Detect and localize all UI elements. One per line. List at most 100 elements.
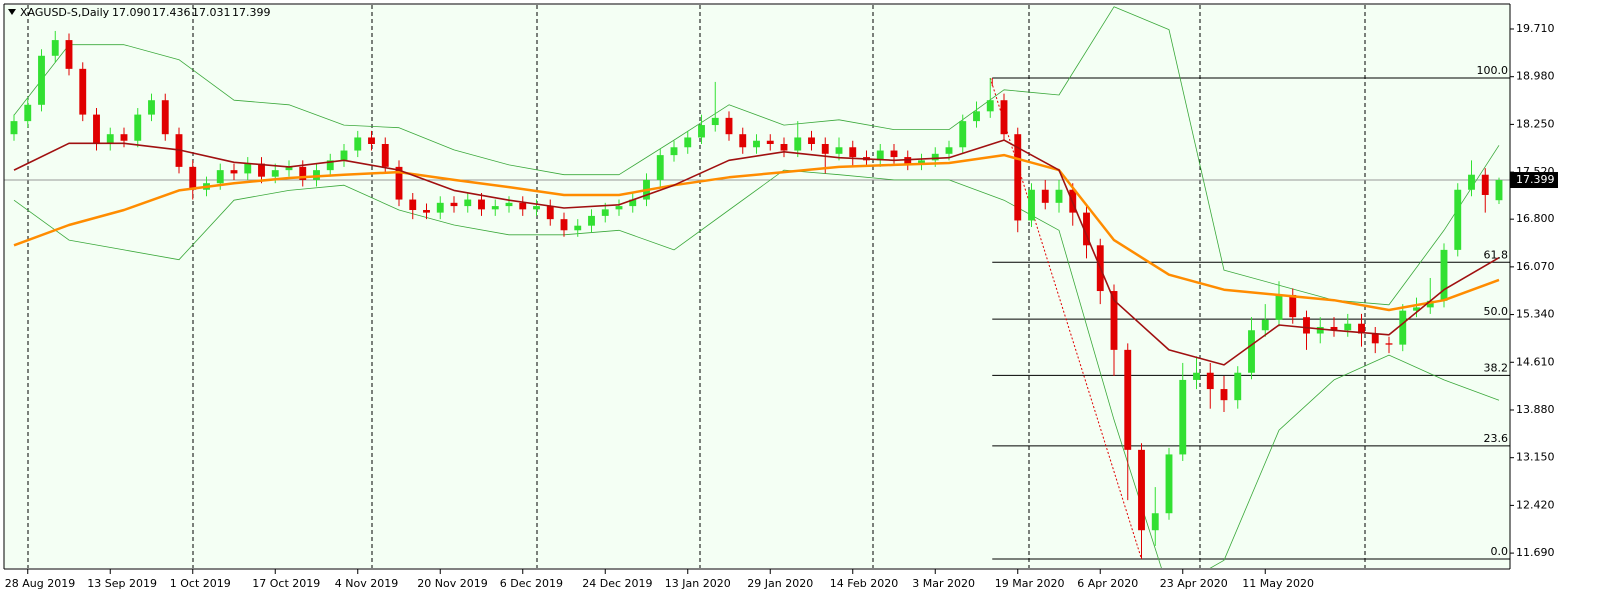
candle-body bbox=[1028, 189, 1035, 221]
candle-body bbox=[876, 150, 884, 161]
candle-body bbox=[354, 137, 362, 151]
fib-label: 50.0 bbox=[1484, 305, 1509, 318]
ohlc-high: 17.436 bbox=[152, 6, 191, 19]
candle-body bbox=[1055, 189, 1063, 203]
candle-body bbox=[711, 117, 719, 126]
x-tick-label: 23 Apr 2020 bbox=[1160, 577, 1228, 590]
candle-body bbox=[629, 199, 637, 207]
candle-body bbox=[450, 202, 458, 207]
candle-body bbox=[588, 215, 595, 226]
candle-body bbox=[1371, 333, 1379, 344]
x-tick-label: 24 Dec 2019 bbox=[582, 577, 652, 590]
candle-body bbox=[959, 121, 967, 148]
fib-label: 0.0 bbox=[1491, 545, 1509, 558]
candle-body bbox=[684, 137, 692, 148]
candle-body bbox=[1289, 294, 1297, 318]
candle-body bbox=[725, 117, 733, 135]
candle-body bbox=[1481, 174, 1489, 195]
candle-body bbox=[1138, 449, 1145, 531]
candle-body bbox=[1248, 330, 1255, 373]
candle-body bbox=[1165, 454, 1173, 514]
candle-body bbox=[313, 170, 320, 180]
candle-body bbox=[38, 55, 45, 105]
indicator-line bbox=[13, 6, 1500, 306]
y-tick-label: 18.980 bbox=[1516, 70, 1555, 83]
candle-body bbox=[546, 206, 554, 220]
candle-body bbox=[973, 111, 980, 122]
candle-body bbox=[1124, 349, 1132, 450]
candle-body bbox=[65, 40, 73, 69]
candle-body bbox=[1316, 326, 1324, 334]
candle-body bbox=[106, 134, 114, 145]
x-tick-label: 13 Sep 2019 bbox=[87, 577, 157, 590]
fib-label: 23.6 bbox=[1484, 432, 1509, 445]
candle-body bbox=[1330, 326, 1338, 331]
fib-label: 100.0 bbox=[1477, 64, 1509, 77]
candle-body bbox=[134, 114, 142, 141]
candle-body bbox=[79, 68, 87, 115]
candle-body bbox=[560, 219, 568, 231]
ohlc-low: 17.031 bbox=[192, 6, 231, 19]
candle-body bbox=[299, 166, 307, 180]
candle-body bbox=[1110, 291, 1118, 350]
candle-body bbox=[93, 114, 100, 145]
candle-body bbox=[478, 199, 485, 210]
candle-body bbox=[230, 170, 238, 174]
candle-body bbox=[381, 144, 389, 167]
candle-body bbox=[161, 100, 169, 135]
candle-body bbox=[1275, 294, 1283, 320]
candle-body bbox=[670, 147, 678, 156]
candle-body bbox=[464, 199, 472, 207]
x-tick-label: 6 Dec 2019 bbox=[500, 577, 563, 590]
candle-body bbox=[1344, 323, 1352, 331]
candle-body bbox=[766, 140, 774, 145]
candle-body bbox=[656, 155, 664, 180]
candle-body bbox=[698, 125, 705, 138]
x-tick-label: 3 Mar 2020 bbox=[912, 577, 975, 590]
x-tick-label: 14 Feb 2020 bbox=[830, 577, 898, 590]
menu-arrow[interactable] bbox=[8, 9, 16, 15]
candle-body bbox=[533, 206, 540, 210]
candle-body bbox=[1220, 389, 1228, 401]
candle-body bbox=[1206, 372, 1214, 390]
x-tick-label: 1 Oct 2019 bbox=[170, 577, 231, 590]
candle-body bbox=[1468, 174, 1475, 190]
candle-body bbox=[1399, 310, 1407, 345]
y-tick-label: 18.250 bbox=[1516, 117, 1555, 130]
y-tick-label: 19.710 bbox=[1516, 22, 1555, 35]
candle-body bbox=[753, 140, 760, 148]
candle-body bbox=[739, 134, 747, 148]
y-tick-label: 16.800 bbox=[1516, 212, 1555, 225]
candle-body bbox=[945, 147, 953, 154]
x-tick-label: 29 Jan 2020 bbox=[747, 577, 813, 590]
x-tick-label: 13 Jan 2020 bbox=[665, 577, 731, 590]
candle-body bbox=[409, 199, 417, 211]
y-tick-label: 16.070 bbox=[1516, 260, 1555, 273]
candle-body bbox=[1193, 372, 1200, 380]
candle-body bbox=[1179, 379, 1187, 455]
candle-body bbox=[505, 202, 513, 207]
period-separators bbox=[27, 5, 1366, 568]
candle-body bbox=[1358, 323, 1365, 334]
candle-body bbox=[1440, 249, 1448, 301]
ohlc-close: 17.399 bbox=[232, 6, 271, 19]
symbol: XAGUSD-S,Daily bbox=[20, 6, 110, 19]
candle-body bbox=[1151, 513, 1159, 531]
x-tick-label: 4 Nov 2019 bbox=[335, 577, 398, 590]
candle-body bbox=[849, 147, 857, 158]
candle-body bbox=[986, 100, 994, 112]
fib-label: 38.2 bbox=[1484, 361, 1509, 374]
y-tick-label: 15.340 bbox=[1516, 308, 1555, 321]
plot bbox=[4, 6, 1510, 568]
candle-body bbox=[436, 202, 444, 213]
candle-body bbox=[244, 163, 252, 174]
candle-body bbox=[148, 100, 155, 115]
candle-body bbox=[258, 163, 265, 177]
candle-body bbox=[821, 144, 829, 154]
candle-body bbox=[1413, 307, 1420, 311]
candle-body bbox=[1495, 180, 1503, 201]
candle-body bbox=[918, 160, 925, 164]
candle-body bbox=[615, 206, 623, 210]
plot-area bbox=[4, 5, 1510, 568]
